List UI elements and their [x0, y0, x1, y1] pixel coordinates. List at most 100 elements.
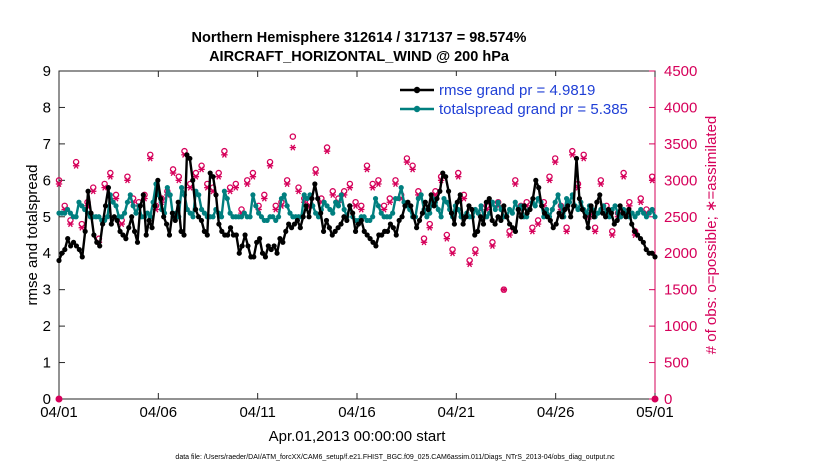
rmse-point: [419, 210, 426, 216]
rmse-point: [193, 206, 199, 213]
totalspread-point: [110, 199, 116, 205]
rmse-point: [216, 221, 222, 227]
rmse-point: [527, 206, 533, 213]
rmse-point: [140, 192, 146, 198]
obs-assimilated-point: [198, 166, 205, 173]
rmse-point: [547, 217, 553, 224]
obs-assimilated-point: [147, 155, 154, 162]
totalspread-point: [478, 203, 484, 209]
rmse-point: [384, 228, 391, 234]
rmse-point: [97, 243, 103, 249]
legend-rmse-marker: [413, 86, 421, 94]
rmse-point: [257, 236, 263, 242]
rmse-point: [483, 199, 489, 205]
totalspread-point: [438, 214, 444, 220]
totalspread-point: [304, 195, 310, 202]
rmse-point: [559, 214, 565, 220]
totalspread-point: [218, 214, 225, 220]
rmse-point: [428, 192, 434, 198]
totalspread-point: [224, 195, 230, 202]
rmse-point: [477, 214, 484, 220]
rmse-point: [556, 210, 562, 216]
rmse-point: [629, 221, 635, 227]
rmse-point: [355, 221, 362, 227]
totalspread-point: [418, 192, 424, 198]
totalspread-point: [76, 199, 82, 205]
rmse-point: [94, 239, 100, 245]
rmse-point: [611, 221, 617, 227]
rmse-point: [123, 236, 129, 242]
rmse-point: [437, 188, 443, 194]
rmse-point: [509, 225, 516, 231]
rmse-point: [518, 214, 524, 220]
rmse-point: [79, 254, 85, 260]
totalspread-point: [67, 210, 74, 216]
obs-assimilated-point: [443, 235, 451, 242]
obs-assimilated-point: [512, 180, 519, 188]
y2-tick-label: 3500: [664, 136, 697, 153]
totalspread-point: [338, 192, 344, 198]
rmse-point: [530, 195, 536, 202]
rmse-point: [338, 221, 344, 227]
rmse-point: [210, 174, 216, 180]
totalspread-point: [247, 214, 253, 220]
totalspread-point: [506, 206, 513, 213]
rmse-point: [155, 177, 161, 183]
rmse-point: [219, 228, 225, 234]
rmse-point: [390, 225, 396, 231]
rmse-point: [451, 221, 457, 227]
totalspread-point: [79, 203, 85, 209]
obs-assimilated-point: [420, 239, 428, 246]
obs-assimilated-point: [375, 180, 382, 188]
totalspread-point: [361, 214, 367, 220]
totalspread-point: [164, 185, 170, 191]
obs-assimilated-point: [226, 188, 234, 195]
rmse-point: [131, 228, 138, 234]
obs-assimilated-point: [472, 250, 479, 257]
rmse-point: [152, 203, 158, 209]
rmse-point: [402, 203, 408, 209]
obs-assimilated-point: [72, 162, 80, 169]
rmse-point: [492, 221, 498, 227]
rmse-point: [88, 210, 94, 216]
x-axis-label: Apr.01,2013 00:00:00 start: [269, 428, 447, 445]
rmse-point: [91, 232, 97, 238]
obs-assimilated-point: [169, 169, 177, 177]
x-tick-label: 04/11: [239, 404, 275, 421]
rmse-point: [62, 246, 68, 253]
rmse-point: [582, 214, 588, 220]
rmse-point: [315, 195, 321, 202]
rmse-point: [259, 250, 266, 256]
rmse-point: [649, 250, 655, 256]
totalspread-point: [372, 195, 379, 202]
rmse-point: [597, 192, 603, 198]
rmse-point: [393, 232, 399, 238]
obs-assimilated-point: [546, 177, 553, 184]
obs-assimilated-point: [107, 173, 114, 180]
rmse-point: [195, 214, 202, 220]
rmse-point: [585, 225, 591, 231]
totalspread-point: [287, 210, 293, 216]
rmse-point: [59, 250, 65, 256]
rmse-point: [291, 221, 298, 227]
totalspread-point: [555, 192, 561, 198]
totalspread-point: [509, 210, 516, 216]
rmse-series: [56, 152, 658, 264]
rmse-point: [303, 203, 309, 209]
rmse-point: [277, 236, 283, 242]
rmse-point: [352, 228, 359, 234]
rmse-point: [184, 152, 190, 158]
obs-assimilated-point: [295, 188, 302, 195]
obs-assimilated-point: [569, 151, 576, 158]
totalspread-point: [649, 206, 655, 213]
rmse-point: [117, 228, 123, 234]
obs-assimilated-point: [460, 195, 468, 202]
totalspread-point: [643, 214, 650, 220]
rmse-point: [454, 199, 460, 205]
y-tick-label: 9: [43, 63, 51, 80]
y2-tick-label: 0: [664, 391, 672, 408]
totalspread-point: [273, 217, 279, 224]
rmse-point: [367, 236, 373, 242]
rmse-point: [498, 217, 504, 224]
x-tick-label: 04/06: [140, 404, 178, 421]
